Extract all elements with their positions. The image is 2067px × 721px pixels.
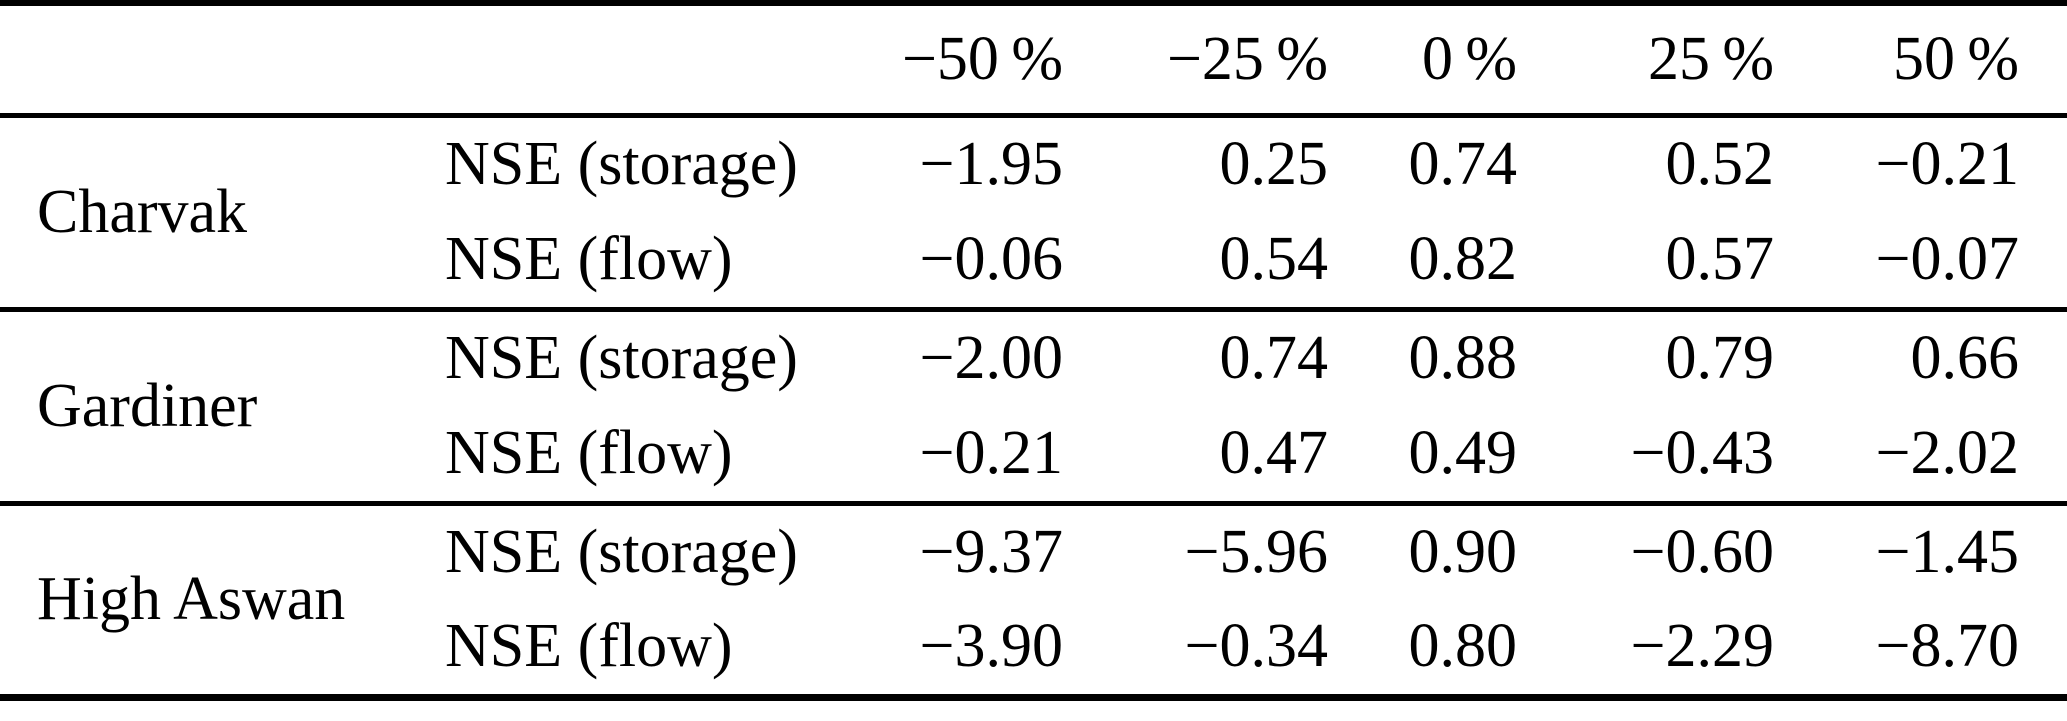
value-cell: −5.96 — [1063, 500, 1328, 600]
metric-label: NSE (flow) — [445, 418, 733, 487]
metric-label: NSE (storage) — [445, 130, 798, 199]
metric-label: NSE (storage) — [445, 500, 880, 600]
metric-label: NSE (storage) — [445, 306, 880, 406]
value-cell: 0.74 — [1408, 130, 1518, 199]
value-cell: −0.06 — [919, 224, 1063, 293]
value-cell: −0.21 — [1875, 130, 2019, 199]
header-row: −50 % −25 % 0 % 25 % 50 % — [0, 3, 2067, 118]
value-cell: −2.29 — [1630, 612, 1774, 681]
value-cell: −0.07 — [1875, 224, 2019, 293]
value-cell: 0.90 — [1328, 500, 1517, 600]
table-row: Gardiner NSE (storage) −2.00 0.74 0.88 0… — [0, 306, 2067, 503]
value-cell: 0.79 — [1517, 306, 1774, 406]
value-cell: 0.80 — [1408, 612, 1518, 681]
reservoir-header-cell — [0, 3, 445, 118]
value-cell: −0.60 — [1517, 500, 1774, 600]
value-cell: 0.66 — [1774, 306, 2067, 406]
column-header-minus50: −50 % — [880, 3, 1063, 118]
group-high-aswan: High Aswan NSE (storage) −9.37 −5.96 0.9… — [0, 500, 2067, 697]
value-cell: −0.43 — [1630, 418, 1774, 487]
value-cell: 0.25 — [1219, 130, 1329, 199]
reservoir-name: Gardiner — [0, 306, 445, 503]
value-cell: 0.52 — [1665, 130, 1775, 199]
value-cell: −8.70 — [1875, 612, 2019, 681]
group-charvak: Charvak NSE (storage) −1.95 0.25 0.74 0.… — [0, 115, 2067, 309]
metric-header-cell — [445, 3, 880, 118]
value-cell: −0.34 — [1184, 612, 1328, 681]
table-header: −50 % −25 % 0 % 25 % 50 % — [0, 3, 2067, 118]
value-cell: 0.47 — [1219, 418, 1329, 487]
value-cell: −0.21 — [919, 418, 1063, 487]
value-cell: 0.54 — [1219, 224, 1329, 293]
table-row: NSE (flow) −0.06 0.54 0.82 0.57 −0.07 — [0, 212, 2067, 309]
value-cell: 0.88 — [1328, 306, 1517, 406]
table-row: Charvak NSE (storage) −1.95 0.25 0.74 0.… — [0, 115, 2067, 245]
value-cell: −1.45 — [1774, 500, 2067, 600]
nse-sensitivity-table: −50 % −25 % 0 % 25 % 50 % Charvak NSE (s… — [0, 0, 2067, 701]
value-cell: 0.82 — [1408, 224, 1518, 293]
reservoir-name: Charvak — [37, 177, 248, 246]
metric-label: NSE (flow) — [445, 612, 733, 681]
reservoir-name: High Aswan — [0, 500, 445, 697]
table-row: High Aswan NSE (storage) −9.37 −5.96 0.9… — [0, 500, 2067, 697]
value-cell: 0.49 — [1408, 418, 1518, 487]
value-cell: 0.57 — [1665, 224, 1775, 293]
group-gardiner: Gardiner NSE (storage) −2.00 0.74 0.88 0… — [0, 306, 2067, 503]
value-cell: −9.37 — [880, 500, 1063, 600]
table-row: NSE (flow) −3.90 −0.34 0.80 −2.29 −8.70 — [0, 600, 2067, 697]
value-cell: −1.95 — [919, 130, 1063, 199]
column-header-minus25: −25 % — [1063, 3, 1328, 118]
value-cell: −2.02 — [1875, 418, 2019, 487]
column-header-0: 0 % — [1328, 3, 1517, 118]
table-row: NSE (flow) −0.21 0.47 0.49 −0.43 −2.02 — [0, 406, 2067, 503]
value-cell: −3.90 — [919, 612, 1063, 681]
value-cell: −2.00 — [880, 306, 1063, 406]
metric-label: NSE (flow) — [445, 224, 733, 293]
column-header-50: 50 % — [1774, 3, 2067, 118]
column-header-25: 25 % — [1517, 3, 1774, 118]
value-cell: 0.74 — [1063, 306, 1328, 406]
